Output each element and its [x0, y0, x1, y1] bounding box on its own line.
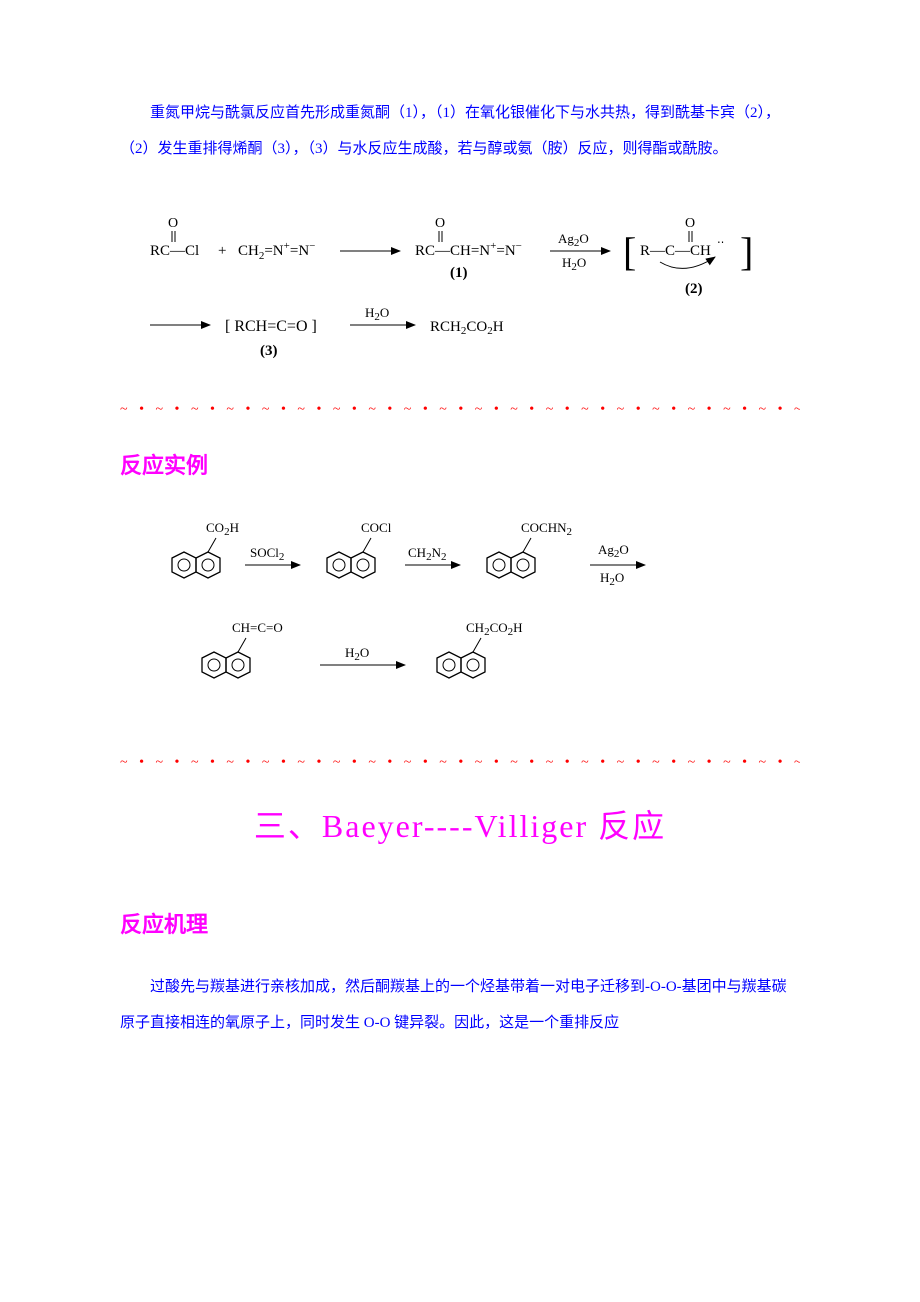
mech-label3: (3) — [260, 343, 278, 359]
divider-1: ~ • ~ • ~ • ~ • ~ • ~ • ~ • ~ • ~ • ~ • … — [120, 402, 800, 418]
mech-o2: O — [435, 216, 445, 231]
mech-diazo: CH2=N+=N− — [238, 240, 315, 262]
mech-ag2o: Ag2O — [558, 231, 589, 249]
mech-label1: (1) — [450, 265, 468, 281]
mech-rb: ] — [740, 229, 753, 274]
example-diagram: CO2H SOCl2 COCl CH2N2 COCHN2 Ag2O H2O CH… — [120, 510, 800, 725]
mech-lb: [ — [623, 229, 636, 274]
mech-prod1: RC—CH=N+=N− — [415, 240, 522, 259]
ex-arrow3b: H2O — [600, 570, 624, 588]
mech-carbene: R—C—CH — [640, 243, 711, 259]
section-example-title: 反应实例 — [120, 448, 800, 480]
ex-sub5: CH2CO2H — [466, 620, 523, 638]
bv-title: 三、Baeyer----Villiger 反应 — [120, 801, 800, 847]
ex-sub3: COCHN2 — [521, 520, 572, 538]
mech-dots: ‥ — [717, 234, 724, 246]
mech-ketene: [ RCH=C=O ] — [225, 318, 317, 335]
bv-paragraph: 过酸先与羰基进行亲核加成，然后酮羰基上的一个烃基带着一对电子迁移到-O-O-基团… — [120, 969, 800, 1041]
ex-arrow2: CH2N2 — [408, 545, 446, 563]
ex-arrow3t: Ag2O — [598, 542, 629, 560]
ex-sub2: COCl — [361, 520, 392, 535]
ex-sub4: CH=C=O — [232, 620, 283, 635]
mech-rccl: RC—Cl — [150, 243, 199, 259]
ex-arrow4: H2O — [345, 645, 369, 663]
mech-o1: O — [168, 216, 178, 231]
mech-label2: (2) — [685, 281, 703, 297]
mechanism-diagram: O RC—Cl + CH2=N+=N− O RC—CH=N+=N− (1) Ag… — [120, 207, 800, 372]
mech-h2o-1: H2O — [562, 255, 586, 273]
intro-paragraph: 重氮甲烷与酰氯反应首先形成重氮酮（1），（1）在氧化银催化下与水共热，得到酰基卡… — [120, 95, 800, 167]
mech-o3: O — [685, 216, 695, 231]
mech-final: RCH2CO2H — [430, 319, 504, 337]
divider-2: ~ • ~ • ~ • ~ • ~ • ~ • ~ • ~ • ~ • ~ • … — [120, 755, 800, 771]
section-mechanism-title: 反应机理 — [120, 907, 800, 939]
mech-plus: + — [218, 243, 226, 259]
mech-h2o-2: H2O — [365, 305, 389, 323]
ex-arrow1: SOCl2 — [250, 545, 284, 563]
ex-sub1: CO2H — [206, 520, 239, 538]
